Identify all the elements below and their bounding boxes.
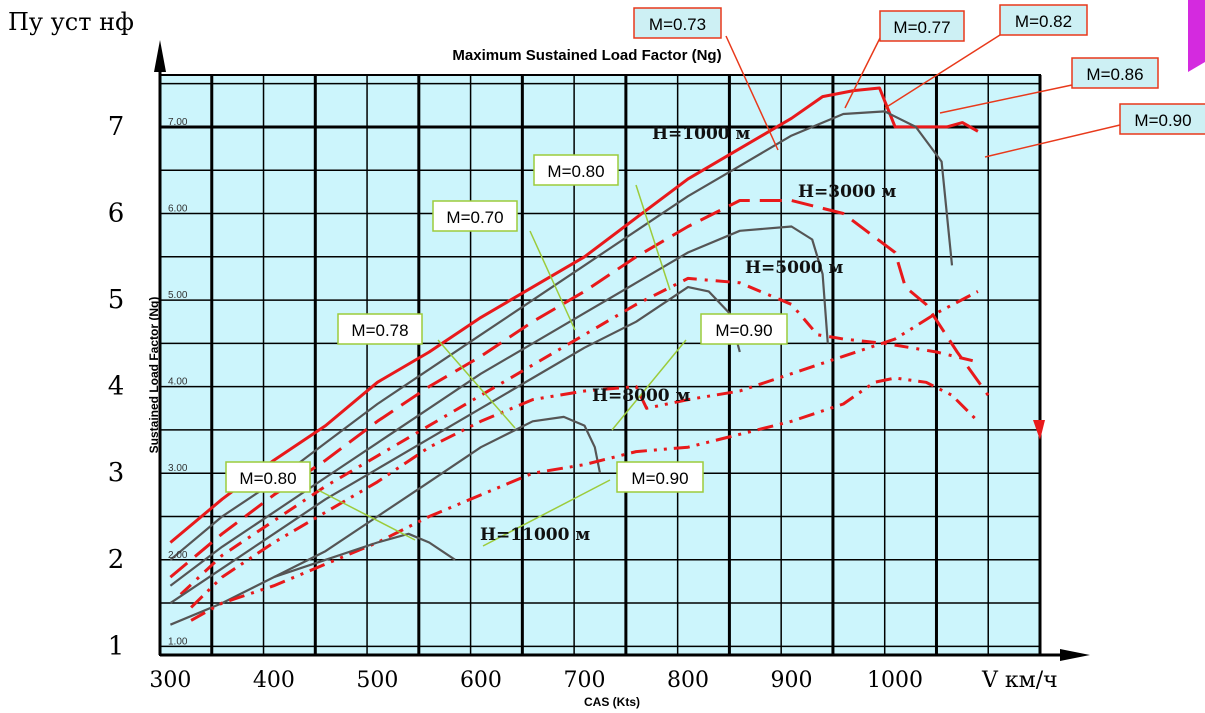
x-tick-label: 700 (563, 668, 605, 693)
altitude-labels: Н=1000 м Н=3000 м Н=5000 м Н=8000 м Н=11000 … (480, 124, 897, 545)
mach-label-box (337, 313, 423, 345)
mach-label: M=0.90 (1134, 111, 1191, 130)
x-axis-arrow (1060, 649, 1090, 661)
mach-label: M=0.80 (239, 469, 296, 488)
mach-leader-line (482, 479, 611, 547)
mach-label-box (879, 10, 965, 42)
altitude-label: Н=3000 м (798, 182, 897, 202)
y-tick-label: 2 (108, 545, 125, 575)
mach-leader-line (725, 35, 779, 151)
mach-label: M=0.86 (1086, 65, 1143, 84)
x-axis-label: CAS (Kts) (584, 695, 640, 709)
altitude-label: Н=5000 м (745, 258, 844, 278)
mach-label-box (616, 461, 704, 493)
tick-labels: 300 400 500 600 700 800 900 1000 1 2 3 4 5 6 7 1.00 2.00… (108, 112, 923, 693)
mach-label: M=0.80 (547, 162, 604, 181)
x-tick-label: 1000 (867, 668, 923, 693)
mach-label-box (1119, 103, 1205, 135)
left-axis-title: Пу уст нф (8, 8, 134, 36)
mach-label-box (633, 7, 722, 39)
series-line-4 (179, 276, 974, 596)
y-tick-label-small: 6.00 (168, 204, 188, 215)
mach-label: M=0.73 (649, 15, 706, 34)
mach-label: M=0.90 (631, 469, 688, 488)
series-line-3 (169, 225, 829, 587)
corner-decoration (1188, 0, 1205, 72)
mach-leader-line (437, 339, 516, 429)
x-tick-label: 500 (356, 668, 398, 693)
mach-leader-line (844, 37, 881, 109)
mach-label: M=0.70 (446, 208, 503, 227)
series-line-6 (190, 290, 979, 609)
y-tick-label: 3 (108, 458, 125, 488)
mach-leader-line (529, 230, 576, 331)
mach-label: M=0.77 (893, 18, 950, 37)
x-tick-label: 900 (771, 668, 813, 693)
mach-label-box (1071, 57, 1159, 89)
y-tick-label-small: 7.00 (168, 117, 188, 128)
mach-label: M=0.90 (715, 321, 772, 340)
y-tick-label: 1 (108, 631, 125, 661)
series-line-2 (169, 199, 990, 579)
x-tick-label: 400 (253, 668, 295, 693)
y-tick-label: 6 (108, 199, 125, 229)
y-tick-label: 4 (108, 372, 125, 402)
y-tick-label-small: 1.00 (168, 636, 188, 647)
series-line-5 (169, 286, 741, 605)
mach-labels: M=0.73 M=0.77 M=0.82 M=0.86 M=0.90 M=0.80 M=0.… (225, 4, 1205, 493)
y-tick-label-small: 3.00 (168, 463, 188, 474)
series-layer (169, 86, 1045, 626)
y-tick-label: 5 (108, 285, 125, 315)
altitude-label: Н=1000 м (652, 124, 751, 144)
mach-leader-line (635, 184, 671, 291)
chart-title: Maximum Sustained Load Factor (Ng) (452, 47, 721, 64)
series-line-0 (169, 86, 979, 544)
y-tick-label-small: 2.00 (168, 550, 188, 561)
leader-lines (317, 34, 1121, 547)
series-arrow-head (1033, 420, 1045, 440)
y-axis-arrow (154, 40, 166, 72)
mach-label: M=0.78 (351, 321, 408, 340)
x-tick-label: 800 (667, 668, 709, 693)
mach-label-box (999, 4, 1088, 36)
y-tick-label: 7 (108, 112, 125, 142)
series-line-1 (169, 110, 954, 561)
y-tick-label-small: 4.00 (168, 377, 188, 388)
y-tick-label-small: 5.00 (168, 290, 188, 301)
mach-leader-line (984, 124, 1121, 158)
mach-leader-line (611, 339, 687, 431)
mach-label-box (225, 461, 311, 493)
x-tick-label: 600 (460, 668, 502, 693)
altitude-label: Н=8000 м (592, 386, 691, 406)
x-tick-label: 300 (149, 668, 191, 693)
mach-leader-line (317, 489, 416, 541)
mach-label-box (700, 313, 788, 345)
mach-label-box (533, 154, 619, 186)
mach-label-box (432, 200, 518, 232)
mach-leader-line (884, 34, 1001, 109)
series-line-8 (190, 376, 979, 622)
mach-label: M=0.82 (1015, 12, 1072, 31)
x-axis-unit-label: V км/ч (981, 668, 1058, 693)
mach-leader-line (939, 84, 1073, 114)
altitude-label: Н=11000 м (480, 525, 590, 545)
y-axis-label: Sustained Load Factor (Ng) (147, 297, 161, 454)
series-line-7 (169, 415, 602, 626)
series-line-9 (273, 532, 456, 579)
